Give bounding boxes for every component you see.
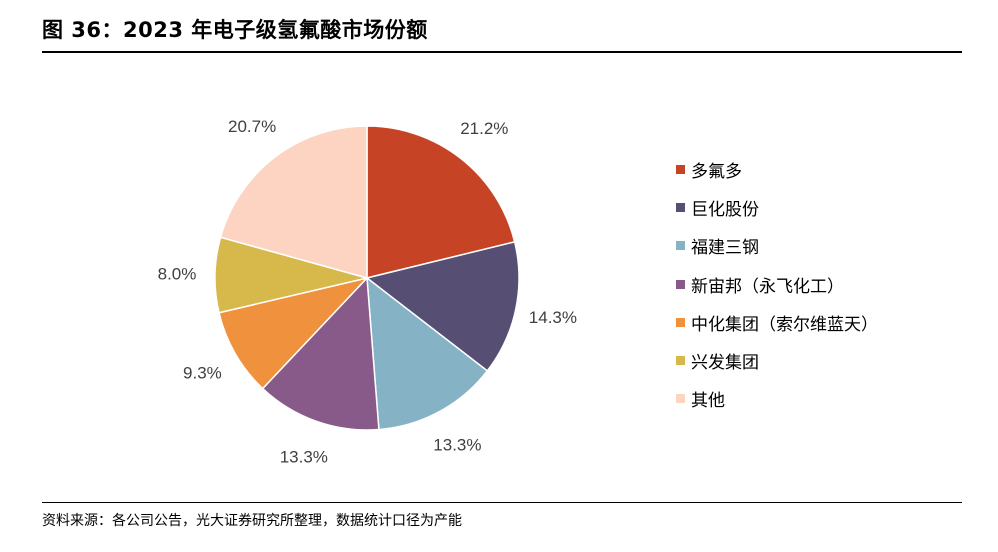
legend-swatch-4 [676,279,685,289]
legend-swatch-6 [676,356,685,366]
legend-item-1: 多氟多 [676,150,878,188]
legend-label-2: 巨化股份 [691,199,759,220]
chart-legend: 多氟多巨化股份福建三钢新宙邦（永飞化工） 中化集团（索尔维蓝天） 兴发集团其他 [676,150,878,418]
pie-value-label-7: 20.7% [228,117,276,136]
legend-label-4: 新宙邦（永飞化工） [691,276,844,297]
footer-divider [42,502,962,503]
pie-value-label-5: 9.3% [183,363,222,382]
legend-label-1: 多氟多 [691,161,742,182]
legend-swatch-3 [676,241,685,251]
legend-item-3: 福建三钢 [676,227,878,265]
title-divider [42,51,962,53]
pie-value-label-2: 14.3% [529,308,577,327]
pie-value-label-1: 21.2% [460,119,508,138]
figure-title: 图 36：2023 年电子级氢氟酸市场份额 [42,18,428,42]
legend-swatch-7 [676,394,685,404]
pie-slice-4 [261,276,380,431]
legend-item-6: 兴发集团 [676,341,878,379]
source-note: 资料来源：各公司公告，光大证券研究所整理，数据统计口径为产能 [42,513,462,529]
pie-slice-7 [219,125,368,279]
pie-slice-2 [365,240,520,372]
pie-slice-3 [366,276,489,431]
legend-label-6: 兴发集团 [691,353,759,374]
legend-swatch-1 [676,164,685,174]
pie-value-label-4: 13.3% [280,448,328,467]
legend-label-3: 福建三钢 [691,238,759,259]
legend-item-4: 新宙邦（永飞化工） [676,265,878,303]
pie-value-label-3: 13.3% [433,436,481,455]
legend-label-7: 其他 [691,391,725,412]
legend-swatch-5 [676,317,685,327]
legend-swatch-2 [676,202,685,212]
pie-value-label-6: 8.0% [158,265,197,284]
legend-label-5: 中化集团（索尔维蓝天） [691,314,878,335]
legend-item-5: 中化集团（索尔维蓝天） [676,303,878,341]
legend-item-2: 巨化股份 [676,188,878,226]
legend-item-7: 其他 [676,380,878,418]
pie-slice-5 [218,276,370,390]
pie-slice-1 [366,125,516,279]
